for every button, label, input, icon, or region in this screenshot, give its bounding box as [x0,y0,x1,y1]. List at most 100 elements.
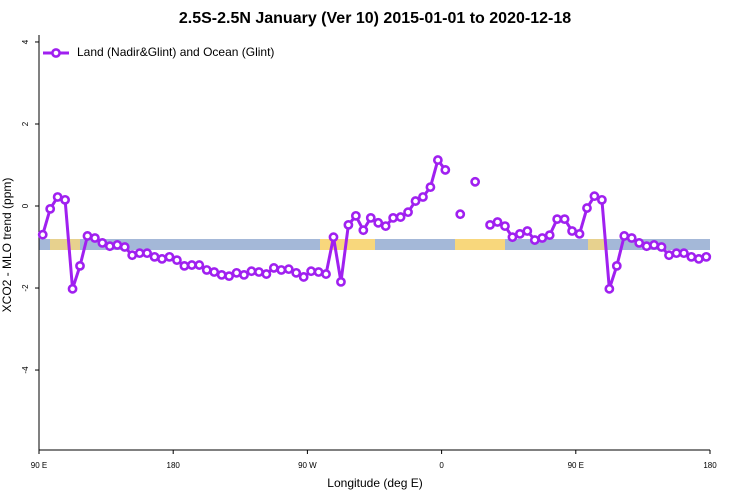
data-point [254,267,264,277]
data-point [209,267,220,277]
data-point [395,212,406,222]
data-point [104,241,115,252]
data-point [149,251,160,262]
data-point [52,192,63,202]
y-tick-label: -2 [21,284,30,292]
data-point [589,191,600,202]
data-point [552,214,563,225]
data-point [634,238,645,248]
data-point [172,255,182,266]
data-point [686,251,697,262]
data-point [291,267,302,278]
data-point [157,254,167,264]
data-point [82,231,93,241]
data-point [567,226,577,236]
x-tick-label: 0 [439,461,444,470]
data-point [544,230,555,241]
data-point [321,269,331,279]
data-point [470,176,481,187]
data-point [90,233,100,243]
y-tick-label: -4 [21,366,30,374]
x-tick-label: 90 E [568,461,584,470]
data-point [358,225,369,236]
data-point [649,240,659,250]
data-point [485,219,495,230]
data-point [619,231,630,241]
x-tick-label: 90 E [31,461,47,470]
data-point [313,267,324,277]
data-point [425,182,436,193]
data-point [604,283,615,294]
data-point [432,155,443,165]
data-point [388,212,399,223]
data-point [164,251,175,262]
data-point [112,240,123,250]
data-point [60,194,70,205]
data-point [701,251,712,262]
data-point [336,276,346,287]
data-point [186,260,197,270]
data-point [268,263,279,273]
data-point [418,192,428,202]
data-point [537,233,548,243]
data-point [216,269,227,280]
data-point [276,265,287,275]
data-point [611,260,622,271]
data-point [373,217,384,228]
data-point [582,203,592,213]
data-point [507,232,518,243]
data-point [693,254,704,264]
data-point [529,235,540,245]
x-tick-label: 180 [703,461,717,470]
y-axis-title: XCO2 - MLO trend (ppm) [0,178,14,313]
data-point [224,271,235,282]
data-point [492,217,503,227]
data-point [306,266,317,277]
data-point [559,214,570,225]
data-point [514,228,525,239]
data-point [403,207,413,218]
data-point [440,165,451,175]
data-point [142,248,153,259]
data-point [239,269,249,280]
data-point [75,260,85,271]
data-point [679,248,689,259]
data-point [231,267,242,278]
data-point [201,265,212,275]
data-point [671,248,682,259]
data-point [380,221,391,231]
x-axis-title: Longitude (deg E) [327,476,422,490]
y-tick-label: 0 [21,203,30,208]
data-point [500,221,510,231]
data-point [522,226,533,236]
data-point [343,219,354,230]
data-point [97,238,108,248]
data-point [119,242,130,252]
data-point [365,212,376,223]
data-point [455,209,466,220]
data-point [194,260,205,270]
legend-marker [51,48,61,58]
data-point [574,228,585,239]
data-point [179,260,190,271]
data-point [67,283,78,294]
legend-label: Land (Nadir&Glint) and Ocean (Glint) [77,45,274,59]
chart-title: 2.5S-2.5N January (Ver 10) 2015-01-01 to… [179,10,571,27]
data-point [298,272,309,282]
data-point [127,250,138,261]
data-point [350,210,361,221]
x-tick-label: 180 [167,461,181,470]
data-point [283,264,294,275]
data-point [328,232,339,243]
y-tick-label: 2 [21,121,30,126]
data-point [261,269,272,279]
data-point [246,266,257,277]
data-point [626,233,637,243]
x-tick-label: 90 W [298,461,317,470]
data-point [596,194,607,205]
data-point [664,250,674,261]
y-tick-label: 4 [21,39,30,44]
land-ocean-strip [39,239,710,250]
data-point [37,229,48,240]
